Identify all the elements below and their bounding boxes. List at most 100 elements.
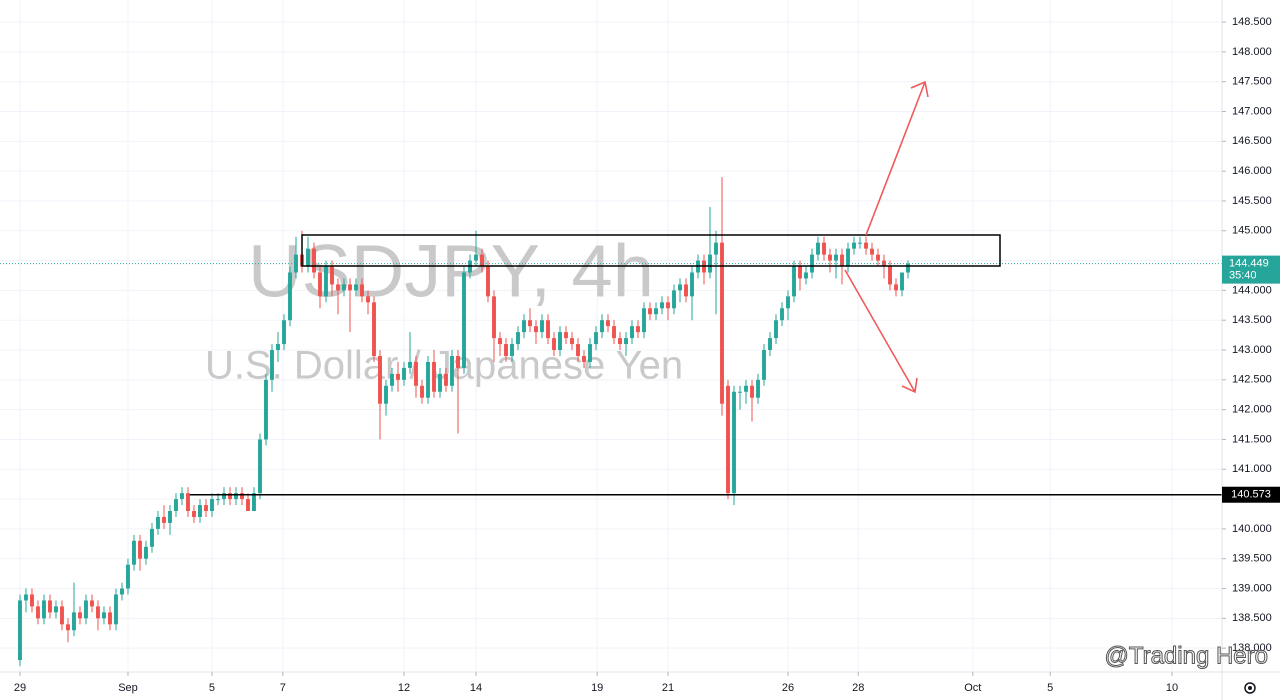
candle-body	[240, 493, 244, 500]
candle-body	[144, 546, 148, 559]
candle-body	[390, 373, 394, 386]
x-tick-label: Oct	[964, 682, 981, 694]
candle-body	[228, 493, 232, 500]
countdown-label: 35:40	[1229, 270, 1257, 282]
candle-body	[516, 332, 520, 345]
candle-body	[336, 284, 340, 291]
candle-body	[216, 499, 220, 501]
grid	[0, 0, 1222, 672]
candle-body	[258, 439, 262, 494]
candle-body	[66, 624, 70, 631]
candle-body	[42, 600, 46, 619]
x-tick-label: 21	[662, 682, 674, 694]
x-tick-label: 19	[591, 682, 603, 694]
candle-body	[396, 373, 400, 380]
y-tick-label: 143.500	[1232, 314, 1272, 326]
candle-body	[564, 332, 568, 339]
x-tick-label: 26	[782, 682, 794, 694]
candle-body	[252, 493, 256, 512]
candle-body	[870, 248, 874, 255]
candle-body	[510, 344, 514, 356]
candle-body	[654, 308, 658, 315]
y-tick-label: 146.000	[1232, 165, 1272, 177]
candle-body	[456, 355, 460, 368]
level-label: 140.573	[1231, 489, 1271, 501]
candle-body	[192, 511, 196, 517]
candle-body	[282, 320, 286, 345]
x-tick-label: 14	[470, 682, 482, 694]
settings-gear[interactable]	[1244, 682, 1256, 694]
candle-body	[828, 254, 832, 261]
y-tick-label: 146.500	[1232, 135, 1272, 147]
y-tick-label: 140.000	[1232, 523, 1272, 535]
candle-body	[576, 344, 580, 356]
candle-body	[528, 320, 532, 327]
candle-body	[882, 260, 886, 267]
y-tick-label: 139.500	[1232, 553, 1272, 565]
candle-body	[846, 248, 850, 267]
candle-body	[714, 242, 718, 255]
candle-body	[606, 320, 610, 327]
candle-body	[678, 284, 682, 291]
y-tick-label: 141.000	[1232, 463, 1272, 475]
candle-body	[906, 263, 910, 273]
y-tick-label: 139.000	[1232, 582, 1272, 594]
candle-body	[792, 266, 796, 297]
y-tick-label: 144.000	[1232, 284, 1272, 296]
candle-body	[54, 606, 58, 613]
candle-body	[660, 302, 664, 309]
candle-body	[414, 361, 418, 386]
candle-body	[432, 361, 436, 392]
candle-body	[378, 355, 382, 404]
candle-body	[132, 540, 136, 565]
candle-body	[438, 373, 442, 392]
candle-body	[522, 320, 526, 333]
candle-body	[888, 266, 892, 285]
candle-body	[270, 350, 274, 380]
candle-body	[612, 326, 616, 339]
arrow-down	[844, 269, 916, 393]
candle-body	[186, 493, 190, 512]
symbol-watermark: USDJPY, 4h	[248, 230, 654, 313]
x-tick-label: 5	[209, 682, 215, 694]
candle-body	[78, 612, 82, 619]
candle-body	[138, 540, 142, 559]
candle-body	[708, 254, 712, 273]
y-tick-label: 147.500	[1232, 76, 1272, 88]
candle-body	[690, 272, 694, 297]
candle-body	[276, 344, 280, 351]
candle-body	[204, 505, 208, 512]
candle-body	[420, 385, 424, 398]
candle-body	[600, 320, 604, 333]
last-price-box	[1222, 255, 1280, 284]
x-tick-label: Sep	[118, 682, 138, 694]
candle-body	[786, 296, 790, 309]
settings-icon[interactable]	[1244, 682, 1256, 694]
candle-body	[570, 338, 574, 345]
candle-body	[372, 302, 376, 356]
candle-body	[762, 350, 766, 380]
candle-body	[540, 320, 544, 333]
x-tick-label: 29	[14, 682, 26, 694]
candle-body	[900, 272, 904, 291]
y-tick-label: 138.000	[1232, 642, 1272, 654]
candle-body	[774, 320, 778, 339]
candle-body	[822, 242, 826, 255]
candle-body	[852, 242, 856, 249]
candle-body	[462, 272, 466, 368]
candle-body	[834, 254, 838, 261]
last-price-label: 144.449	[1229, 258, 1269, 270]
candle-body	[624, 338, 628, 345]
y-tick-label: 148.500	[1232, 16, 1272, 28]
candle-body	[450, 355, 454, 386]
candle-body	[582, 355, 586, 362]
candle-body	[312, 248, 316, 273]
candle-body	[60, 606, 64, 625]
candle-body	[360, 284, 364, 297]
candle-body	[780, 308, 784, 321]
resistance-zone	[301, 234, 1001, 267]
candle-body	[324, 266, 328, 297]
settings-hub[interactable]	[1248, 686, 1252, 690]
level-label-box	[1222, 486, 1280, 503]
